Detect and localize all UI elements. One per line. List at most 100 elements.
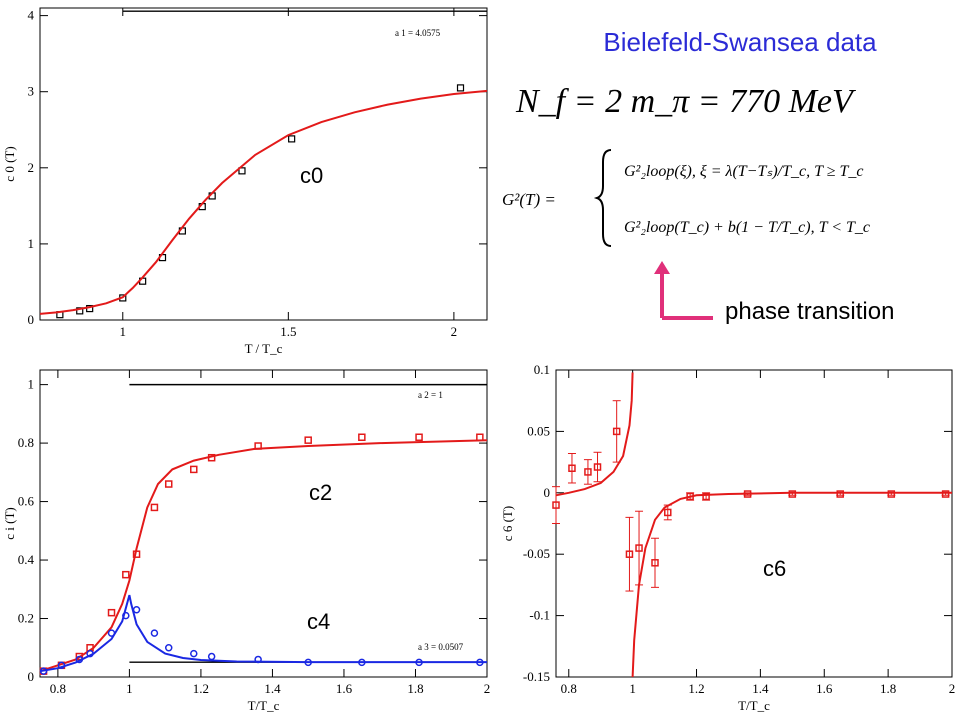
plot-frame bbox=[39, 7, 488, 321]
data-point bbox=[132, 606, 141, 614]
x-tick-label: 2 bbox=[451, 324, 458, 339]
parameters-line: N_f = 2 m_π = 770 MeV bbox=[515, 83, 857, 120]
data-point bbox=[164, 644, 173, 652]
data-point bbox=[788, 490, 797, 498]
x-tick-label: 2 bbox=[484, 681, 491, 696]
data-point bbox=[150, 503, 159, 512]
formula-case-1: G²₂loop(ξ), ξ = λ(T−Tₛ)/T_c, T ≥ T_c bbox=[624, 163, 864, 180]
y-tick-label: 0.2 bbox=[18, 611, 34, 626]
x-tick-label: 1.4 bbox=[752, 681, 769, 696]
data-point bbox=[552, 501, 560, 509]
panel-tag: c4 bbox=[307, 609, 330, 634]
data-point bbox=[164, 480, 173, 488]
x-tick-label: 1.5 bbox=[280, 324, 296, 339]
y-tick-label: 0.05 bbox=[527, 423, 550, 438]
plot-frame bbox=[39, 369, 488, 678]
data-point bbox=[150, 629, 159, 637]
x-tick-label: 1.8 bbox=[880, 681, 896, 696]
formula-case-2: G²₂loop(T_c) + b(1 − T/T_c), T < T_c bbox=[624, 219, 870, 236]
panel-c0: 1 1.5 2 0 1 2 3 4 T / T_c c 0 (T) a 1 = 4.0575 c0 bbox=[2, 7, 488, 356]
x-tick-label: 2 bbox=[949, 681, 956, 696]
y-tick-label: 0.8 bbox=[18, 435, 34, 450]
series-line-blue bbox=[39, 594, 487, 673]
data-point bbox=[836, 490, 844, 498]
x-tick-label: 1 bbox=[126, 681, 133, 696]
x-tick-label: 1.2 bbox=[688, 681, 704, 696]
y-axis-label: c i (T) bbox=[2, 507, 17, 539]
x-tick-label: 1.2 bbox=[193, 681, 209, 696]
data-point bbox=[702, 492, 710, 501]
plot-frame bbox=[555, 369, 953, 678]
y-tick-label: -0.05 bbox=[523, 546, 550, 561]
panel-c2-c4: 0.8 1 1.2 1.4 1.6 1.8 2 0 0.2 0.4 0.6 0.8 1 T/T_c c i … bbox=[2, 369, 491, 713]
x-axis-label: T/T_c bbox=[738, 698, 770, 713]
data-point bbox=[190, 649, 198, 658]
x-tick-label: 1.6 bbox=[336, 681, 353, 696]
y-tick-label: 0.6 bbox=[18, 494, 35, 509]
formula-lhs: G²(T) = bbox=[502, 190, 556, 209]
reference-label: a 3 = 0.0507 bbox=[418, 642, 464, 652]
x-tick-label: 1 bbox=[120, 324, 127, 339]
data-point bbox=[190, 465, 198, 474]
data-point bbox=[122, 570, 130, 579]
data-point bbox=[358, 433, 366, 441]
data-point bbox=[75, 652, 84, 661]
data-point bbox=[107, 608, 116, 617]
x-tick-label: 1.4 bbox=[264, 681, 281, 696]
data-point bbox=[941, 490, 950, 498]
data-point bbox=[651, 559, 659, 567]
header-title: Bielefeld-Swansea data bbox=[603, 27, 877, 57]
y-axis-label: c 6 (T) bbox=[500, 506, 515, 541]
data-point bbox=[635, 544, 643, 552]
y-tick-label: 0 bbox=[544, 485, 551, 500]
data-point bbox=[612, 427, 621, 436]
phase-transition-arrow bbox=[654, 261, 713, 320]
y-tick-label: 0.4 bbox=[18, 552, 35, 567]
panel-tag: c2 bbox=[309, 480, 332, 505]
formula-block: G²(T) = G²₂loop(ξ), ξ = λ(T−Tₛ)/T_c, T ≥… bbox=[502, 149, 870, 247]
y-tick-label: 0 bbox=[28, 312, 35, 327]
reference-label: a 2 = 1 bbox=[418, 390, 443, 400]
params-text: N_f = 2 m_π = 770 MeV bbox=[515, 83, 857, 120]
data-point bbox=[207, 652, 216, 661]
phase-transition-label: phase transition bbox=[725, 298, 894, 325]
data-point bbox=[593, 463, 602, 471]
reference-label: a 1 = 4.0575 bbox=[395, 28, 441, 38]
panel-c6: 0.8 1 1.2 1.4 1.6 1.8 2 -0.15 -0.1 -0.05 0 0.05 0.1 T… bbox=[500, 362, 955, 713]
x-tick-label: 1.6 bbox=[816, 681, 833, 696]
y-tick-label: 2 bbox=[28, 160, 35, 175]
series-line-red bbox=[555, 372, 634, 497]
x-tick-label: 0.8 bbox=[561, 681, 577, 696]
x-tick-label: 0.8 bbox=[50, 681, 66, 696]
data-point bbox=[415, 433, 423, 441]
x-axis-label: T/T_c bbox=[248, 698, 280, 713]
data-point bbox=[456, 84, 465, 92]
y-tick-label: 0.1 bbox=[534, 362, 550, 377]
data-point bbox=[625, 550, 634, 558]
y-tick-label: 1 bbox=[28, 236, 35, 251]
panel-tag: c6 bbox=[763, 556, 786, 581]
data-point bbox=[568, 464, 576, 472]
y-tick-label: 4 bbox=[28, 8, 35, 23]
y-tick-label: 1 bbox=[28, 377, 35, 392]
data-point bbox=[584, 468, 592, 476]
y-tick-label: -0.15 bbox=[523, 669, 550, 684]
y-tick-label: 3 bbox=[28, 84, 35, 99]
y-tick-label: -0.1 bbox=[529, 608, 550, 623]
panel-tag: c0 bbox=[300, 163, 323, 188]
x-axis-label: T / T_c bbox=[245, 341, 283, 356]
data-point bbox=[887, 490, 896, 498]
series-line-red bbox=[631, 491, 952, 678]
arrow-head-icon bbox=[654, 261, 670, 274]
data-point bbox=[288, 135, 296, 143]
y-axis-label: c 0 (T) bbox=[2, 146, 17, 181]
data-point bbox=[664, 508, 672, 517]
y-tick-label: 0 bbox=[28, 669, 35, 684]
x-tick-label: 1 bbox=[629, 681, 636, 696]
x-tick-label: 1.8 bbox=[407, 681, 423, 696]
data-point bbox=[238, 167, 246, 175]
series-line-red bbox=[39, 89, 488, 315]
data-point bbox=[304, 436, 312, 444]
data-point bbox=[76, 307, 84, 315]
